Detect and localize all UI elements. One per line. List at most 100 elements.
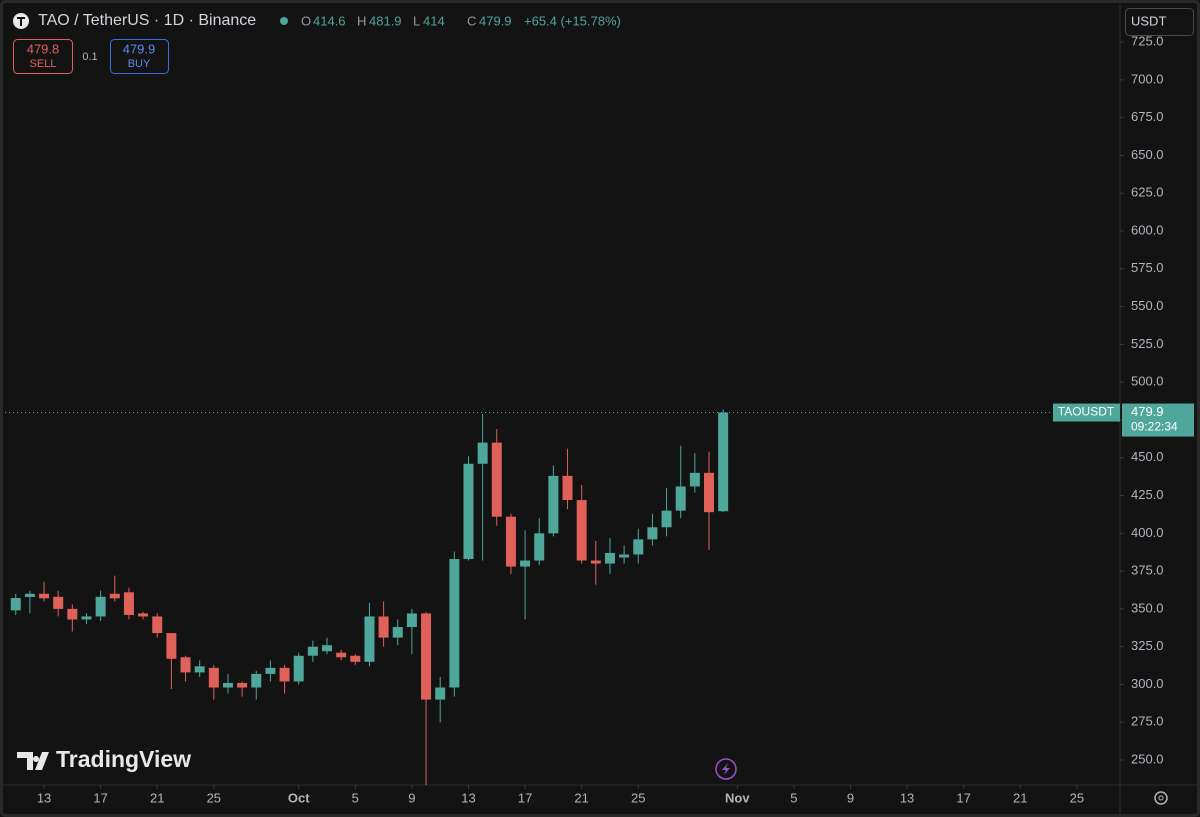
- candle-body: [67, 608, 78, 620]
- y-tick-label: 250.0: [1131, 751, 1164, 766]
- y-tick-label: 625.0: [1131, 185, 1164, 200]
- ohlc-value: 414.6: [313, 13, 346, 28]
- candle-body: [293, 655, 304, 682]
- price-label: 479.9: [1131, 404, 1164, 419]
- x-tick-label: 9: [847, 790, 854, 805]
- candle-body: [336, 652, 347, 658]
- sell-button[interactable]: [13, 39, 73, 74]
- candle-body: [406, 613, 417, 628]
- status-dot: [280, 17, 288, 25]
- candle-body: [463, 463, 474, 560]
- buy-price[interactable]: 479.9: [123, 41, 156, 56]
- x-tick-label: 17: [93, 790, 107, 805]
- countdown: 09:22:34: [1131, 420, 1178, 434]
- candle-body: [491, 442, 502, 517]
- x-tick-label: 21: [574, 790, 588, 805]
- y-tick-label: 500.0: [1131, 374, 1164, 389]
- candle-body: [661, 510, 672, 528]
- candle-body: [180, 657, 191, 673]
- y-tick-label: 725.0: [1131, 33, 1164, 48]
- x-tick-label: 5: [352, 790, 359, 805]
- candle-body: [109, 593, 120, 599]
- y-tick-label: 325.0: [1131, 638, 1164, 653]
- ohlc-value: 479.9: [479, 13, 512, 28]
- x-tick-label: 17: [956, 790, 970, 805]
- y-tick-label: 650.0: [1131, 147, 1164, 162]
- y-tick-label: 525.0: [1131, 336, 1164, 351]
- event-icon-glyph: [722, 763, 730, 775]
- sell-price[interactable]: 479.8: [27, 41, 60, 56]
- candle-body: [689, 472, 700, 487]
- x-tick-label: Nov: [725, 790, 750, 805]
- candle-body: [534, 533, 545, 561]
- candle-body: [392, 627, 403, 638]
- candle-body: [194, 666, 205, 673]
- currency-button[interactable]: [1125, 8, 1194, 36]
- candle-body: [718, 412, 729, 512]
- candle-body: [123, 592, 134, 615]
- event-icon[interactable]: [715, 758, 737, 780]
- candle-body: [222, 682, 233, 688]
- x-tick-label: 21: [1013, 790, 1027, 805]
- candle-body: [81, 616, 92, 620]
- sell-label[interactable]: SELL: [30, 58, 57, 70]
- candle-body: [590, 560, 601, 564]
- candle-body: [152, 616, 163, 634]
- x-tick-label: 17: [518, 790, 532, 805]
- candle-body: [576, 500, 587, 561]
- ohlc-label: H: [357, 13, 366, 28]
- candle-body: [477, 442, 488, 464]
- candle-body: [138, 613, 149, 617]
- candle-body: [619, 554, 630, 558]
- symbol-label-box: [1053, 403, 1120, 422]
- candle-body: [633, 539, 644, 555]
- y-tick-label: 375.0: [1131, 563, 1164, 578]
- y-tick-label: 300.0: [1131, 676, 1164, 691]
- symbol-label: TAOUSDT: [1058, 405, 1115, 419]
- spread: 0.1: [82, 51, 97, 63]
- x-tick-label: 13: [37, 790, 51, 805]
- candle-body: [166, 633, 177, 659]
- plot: [10, 409, 729, 785]
- candle-body: [307, 646, 318, 656]
- candle-body: [449, 559, 460, 688]
- settings-icon[interactable]: [1154, 791, 1168, 805]
- candle-body: [604, 552, 615, 564]
- x-tick-label: 13: [900, 790, 914, 805]
- buy-label[interactable]: BUY: [128, 58, 151, 70]
- candle-body: [350, 655, 361, 662]
- candle-body: [208, 667, 219, 688]
- candle-body: [237, 682, 248, 688]
- x-tick-label: 13: [461, 790, 475, 805]
- y-tick-label: 575.0: [1131, 260, 1164, 275]
- x-tick-label: 5: [790, 790, 797, 805]
- candle-body: [322, 645, 333, 652]
- currency[interactable]: USDT: [1131, 13, 1166, 28]
- x-tick-label: 25: [207, 790, 221, 805]
- x-tick-label: Oct: [288, 790, 310, 805]
- ohlc-label: C: [467, 13, 476, 28]
- y-tick-label: 350.0: [1131, 600, 1164, 615]
- x-tick-label: 9: [408, 790, 415, 805]
- candle-body: [435, 687, 446, 700]
- candle-body: [647, 527, 658, 540]
- candle-body: [548, 475, 559, 534]
- change: +65.4 (+15.78%): [524, 13, 621, 28]
- x-tick-label: 25: [1070, 790, 1084, 805]
- buy-button[interactable]: [110, 39, 169, 74]
- candle-body: [265, 667, 276, 674]
- symbol-icon-glyph: [17, 17, 25, 26]
- y-tick-label: 425.0: [1131, 487, 1164, 502]
- logo-icon: [17, 752, 49, 770]
- candle-body: [39, 593, 50, 599]
- chart-title: TAO / TetherUS · 1D · Binance: [38, 12, 256, 29]
- candle-body: [562, 475, 573, 501]
- ohlc-value: 414: [423, 13, 445, 28]
- candle-body: [53, 596, 64, 609]
- candle-body: [24, 593, 35, 597]
- ohlc-label: O: [301, 13, 311, 28]
